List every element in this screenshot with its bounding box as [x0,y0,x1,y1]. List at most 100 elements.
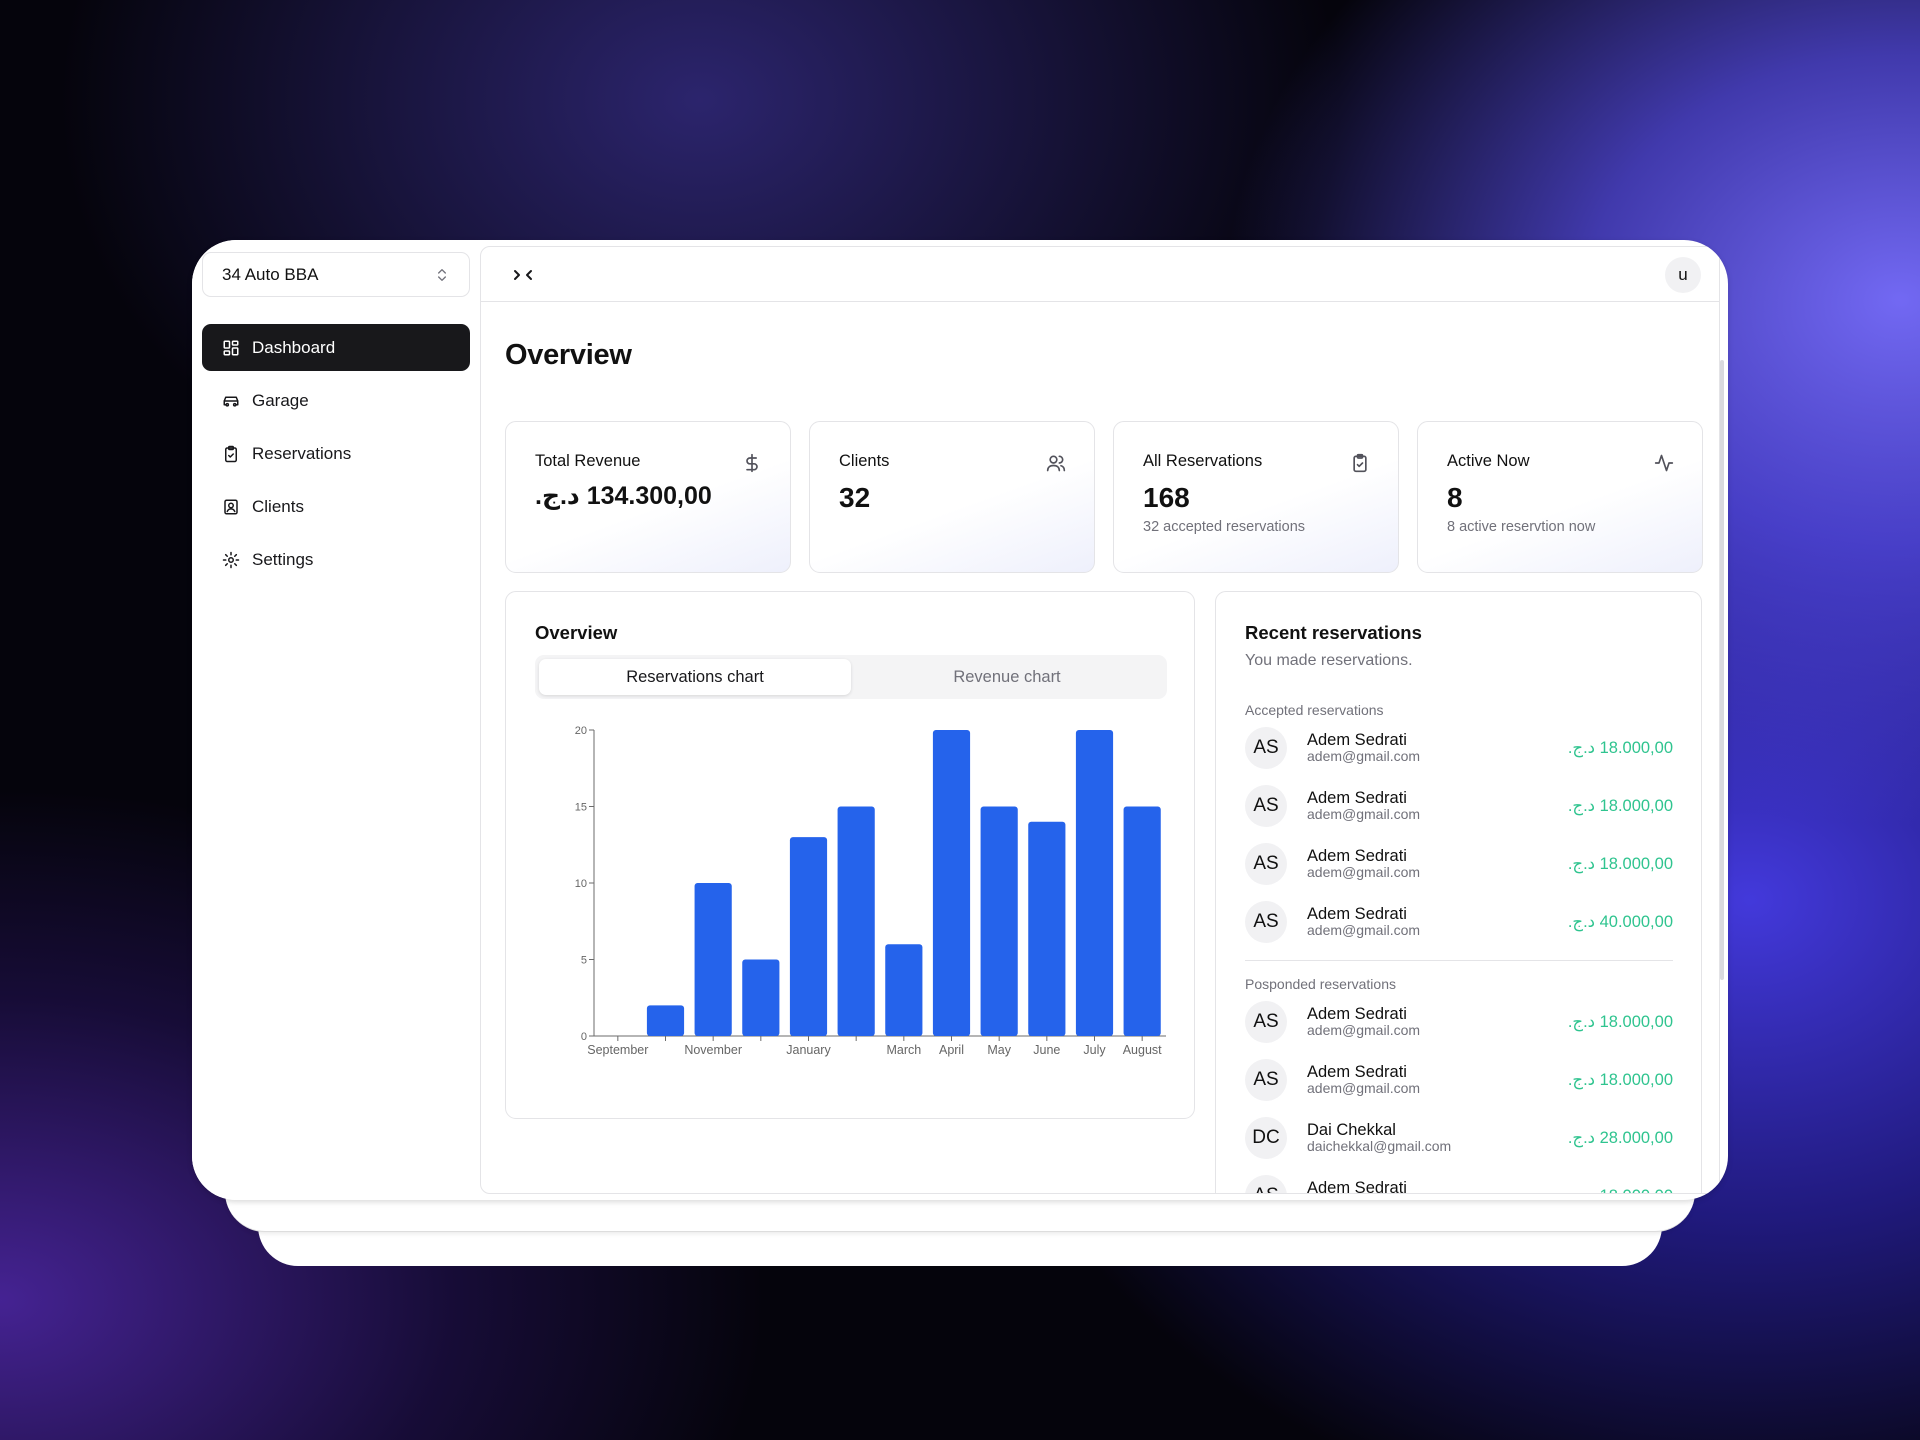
x-tick-label: August [1123,1043,1162,1057]
client-name: Adem Sedrati [1307,1005,1407,1024]
car-icon [222,392,240,410]
client-name: Adem Sedrati [1307,1063,1407,1082]
client-name: Adem Sedrati [1307,1179,1407,1194]
clipboard-check-icon [1353,453,1367,473]
bar-august [1123,806,1161,1036]
sidebar-item-label: Garage [252,390,309,410]
scrollbar[interactable] [1720,360,1724,980]
users-icon [1046,455,1066,472]
avatar: AS [1245,843,1287,885]
y-tick-label: 20 [575,725,587,737]
stat-value: 134.300,00 د.ج. [535,482,712,510]
stat-subtext: 32 accepted reservations [1143,519,1306,535]
stat-value: 168 [1143,482,1190,513]
app-window: 34 Auto BBA Dashboard Garage Reservation… [192,240,1728,1200]
stat-card-total-revenue: Total Revenue 134.300,00 د.ج. [505,421,791,573]
sidebar-item-label: Settings [252,549,314,569]
x-tick-label: June [1033,1043,1060,1057]
stat-subtext: 8 active reservtion now [1447,519,1596,535]
bar-october [646,1005,685,1036]
collapse-sidebar-icon[interactable] [511,263,535,287]
reservation-row[interactable]: AS Adem Sedrati adem@gmail.com 40.000,00 د.… [1245,899,1673,945]
sidebar-item-clients[interactable]: Clients [202,483,470,530]
client-email: daichekkal@gmail.com [1307,1138,1452,1155]
org-name: 34 Auto BBA [222,264,319,284]
bar-january [789,837,828,1036]
x-tick-label: September [587,1043,648,1057]
bar-may [980,806,1018,1036]
main-content: u Overview Total Revenue 134.300,00 د.ج.… [480,246,1720,1194]
divider [1245,960,1673,961]
stat-label: All Reservations [1143,452,1263,470]
org-switcher[interactable]: 34 Auto BBA [202,252,470,297]
tab-revenue-chart[interactable]: Revenue chart [953,667,1061,686]
x-tick-label: November [684,1043,742,1057]
x-tick-label: April [939,1043,964,1057]
reservation-row[interactable]: DC Dai Chekkal daichekkal@gmail.com 28.000,… [1245,1115,1673,1161]
overview-chart-panel: Overview Reservations chart Revenue char… [505,591,1195,1119]
client-email: adem@gmail.com [1307,806,1421,823]
sidebar-item-dashboard[interactable]: Dashboard [202,324,470,371]
reservation-amount: 18.000,00 د.ج. [1567,1013,1673,1031]
sidebar: 34 Auto BBA Dashboard Garage Reservation… [192,240,479,1200]
postponed-group-label: Posponded reservations [1245,976,1396,992]
stat-value: 32 [839,482,871,513]
sidebar-item-garage[interactable]: Garage [202,377,470,424]
bar-february [837,806,875,1036]
avatar: AS [1245,1059,1287,1101]
accepted-group-label: Accepted reservations [1245,702,1384,718]
stat-card-all-reservations: All Reservations 168 32 accepted reserva… [1113,421,1399,573]
client-name: Adem Sedrati [1307,731,1407,750]
avatar: AS [1245,1175,1287,1193]
client-name: Adem Sedrati [1307,905,1407,924]
reservation-amount: 18.000,00 د.ج. [1567,1071,1673,1089]
dashboard-icon [222,339,240,357]
avatar: AS [1245,727,1287,769]
stat-card-active-now: Active Now 8 8 active reservtion now [1417,421,1703,573]
sidebar-item-label: Clients [252,496,304,516]
reservation-amount: 40.000,00 د.ج. [1567,913,1673,931]
reservation-amount: 18.000,00 د.ج. [1567,855,1673,873]
chevrons-up-down-icon [438,268,446,281]
sidebar-item-label: Dashboard [252,337,336,357]
activity-icon [1654,454,1674,472]
x-tick-label: January [786,1043,831,1057]
client-name: Adem Sedrati [1307,789,1407,808]
client-email: adem@gmail.com [1307,922,1421,939]
client-email: adem@gmail.com [1307,748,1421,765]
reservation-amount: 18.000,00 د.ج. [1567,739,1673,757]
page-title: Overview [505,339,632,371]
panel-title: Recent reservations [1245,622,1422,643]
avatar: AS [1245,785,1287,827]
sidebar-item-reservations[interactable]: Reservations [202,430,470,477]
topbar: u [481,247,1719,302]
reservation-amount: 28.000,00 د.ج. [1567,1129,1673,1147]
y-tick-label: 10 [575,878,587,890]
stat-label: Clients [839,452,890,470]
user-avatar[interactable]: u [1665,257,1701,293]
stat-label: Active Now [1447,452,1530,470]
bar-november [694,883,732,1036]
sidebar-item-settings[interactable]: Settings [202,536,470,583]
tab-reservations-chart[interactable]: Reservations chart [539,659,851,695]
reservation-amount: 18.000,00 د.ج. [1567,797,1673,815]
x-tick-label: July [1083,1043,1106,1057]
clipboard-check-icon [222,445,240,463]
y-tick-label: 5 [581,955,587,967]
stat-value: 8 [1447,482,1463,513]
reservation-amount: 18.000,00 د.ج. [1568,1186,1673,1193]
panel-subtitle: You made reservations. [1245,652,1413,669]
client-name: Adem Sedrati [1307,847,1407,866]
